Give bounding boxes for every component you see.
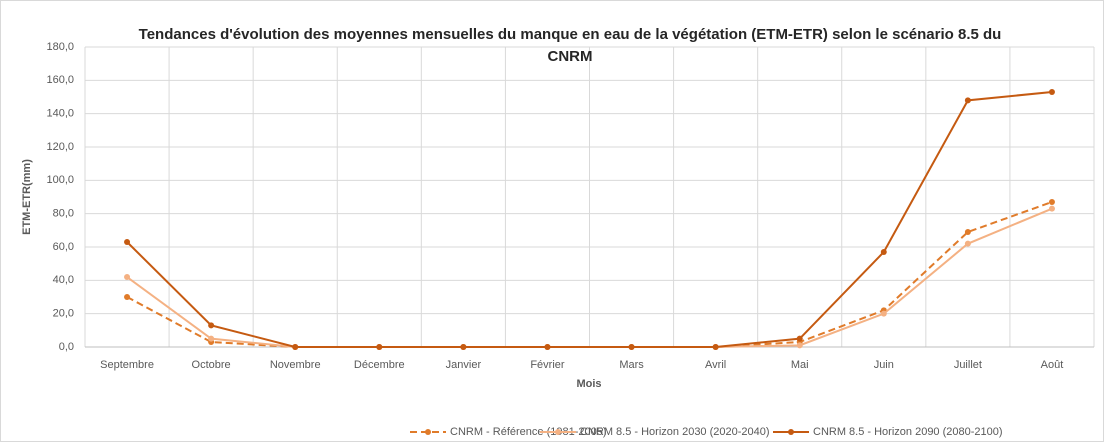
data-point: [124, 239, 131, 245]
legend-label: CNRM 8.5 - Horizon 2030 (2020-2040): [580, 426, 770, 438]
data-point: [544, 344, 551, 350]
y-tick-label: 160,0: [46, 74, 74, 86]
y-tick-label: 40,0: [53, 274, 74, 286]
x-tick-label: Janvier: [446, 359, 482, 371]
legend-label: CNRM - Référence (1981-2005): [450, 426, 607, 438]
legend-marker: [555, 429, 561, 435]
data-point: [124, 294, 131, 300]
y-tick-label: 80,0: [53, 208, 74, 220]
y-tick-label: 60,0: [53, 241, 74, 253]
data-point: [796, 335, 803, 342]
y-tick-label: 120,0: [46, 141, 74, 153]
data-point: [964, 240, 971, 247]
x-tick-label: Octobre: [192, 359, 231, 371]
data-point: [1048, 199, 1055, 205]
data-point: [628, 344, 635, 350]
y-tick-label: 180,0: [46, 41, 74, 53]
data-point: [880, 310, 887, 317]
data-point: [208, 322, 215, 329]
x-tick-label: Août: [1041, 359, 1064, 371]
legend-label: CNRM 8.5 - Horizon 2090 (2080-2100): [813, 426, 1003, 438]
y-tick-label: 100,0: [46, 174, 74, 186]
data-point: [796, 342, 803, 349]
data-point: [460, 344, 467, 350]
data-point: [964, 229, 971, 235]
x-tick-label: Mars: [619, 359, 644, 371]
data-point: [292, 344, 299, 350]
y-tick-label: 20,0: [53, 308, 74, 320]
data-point: [712, 344, 719, 350]
data-point: [124, 274, 131, 280]
chart-title: Tendances d'évolution des moyennes mensu…: [138, 26, 1002, 65]
data-point: [376, 344, 383, 350]
x-tick-label: Décembre: [354, 359, 405, 371]
x-tick-label: Avril: [705, 359, 726, 371]
legend-marker: [788, 429, 794, 435]
legend-marker: [425, 429, 431, 435]
x-tick-label: Juin: [874, 359, 894, 371]
y-tick-label: 0,0: [59, 341, 74, 353]
data-point: [1048, 89, 1055, 95]
x-tick-label: Mai: [791, 359, 809, 371]
series-line: [126, 91, 1053, 348]
data-point: [880, 249, 887, 255]
data-point: [1048, 205, 1055, 212]
data-point: [208, 335, 215, 342]
y-axis-label: ETM-ETR(mm): [21, 159, 33, 235]
data-point: [964, 97, 971, 104]
x-tick-label: Février: [530, 359, 565, 371]
x-tick-label: Septembre: [100, 359, 154, 371]
y-tick-label: 140,0: [46, 108, 74, 120]
x-axis-label: Mois: [576, 378, 601, 390]
x-tick-label: Novembre: [270, 359, 321, 371]
x-tick-label: Juillet: [954, 359, 982, 371]
